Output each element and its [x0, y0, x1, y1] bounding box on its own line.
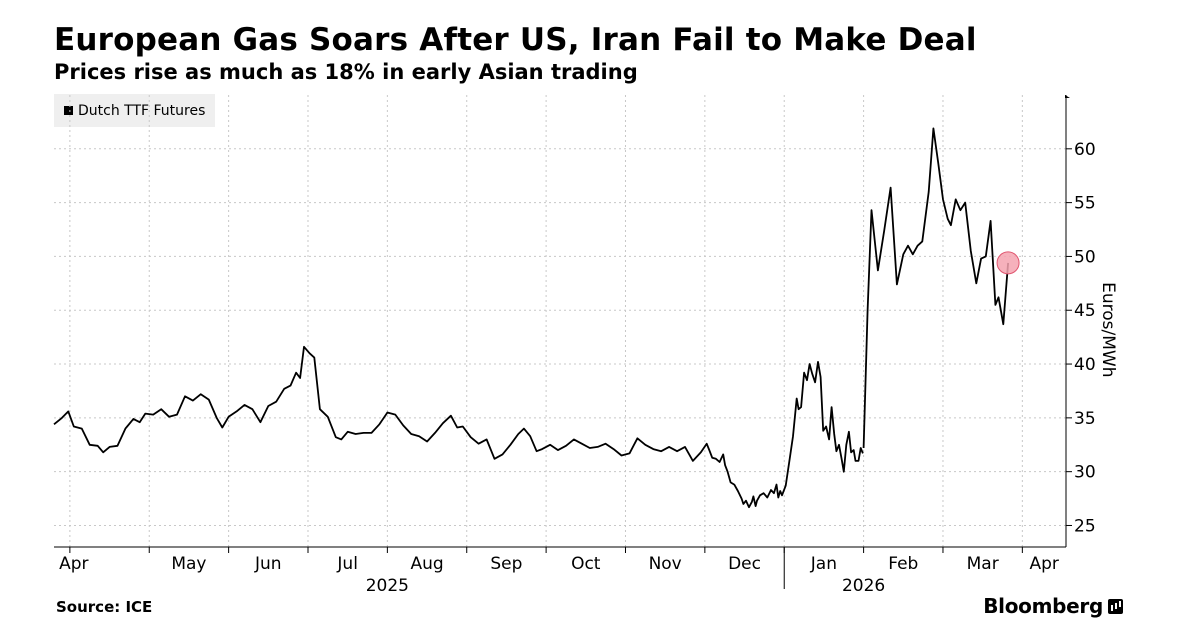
x-tick-label: Nov	[649, 554, 682, 574]
legend: Dutch TTF Futures	[54, 94, 216, 127]
y-tick-label: 40	[1074, 355, 1096, 375]
y-tick-label: 45	[1074, 301, 1096, 321]
annotations	[996, 251, 1020, 275]
y-tick-label: 60	[1074, 140, 1096, 160]
chart-title: European Gas Soars After US, Iran Fail t…	[54, 22, 977, 58]
x-tick-label: Mar	[967, 554, 999, 574]
brand: Bloomberg	[983, 594, 1123, 618]
bloomberg-logo-icon	[1108, 598, 1123, 614]
y-axis-arrow	[1065, 95, 1070, 98]
x-tick-label: Feb	[888, 554, 918, 574]
y-tick-label: 25	[1074, 516, 1096, 536]
x-tick-label: Dec	[728, 554, 761, 574]
x-tick-label: Apr	[59, 554, 88, 574]
legend-swatch	[64, 106, 73, 115]
x-year-label: 2026	[842, 576, 885, 596]
latest-price-marker	[996, 251, 1020, 275]
series-line-dutch-ttf	[53, 345, 864, 509]
series-lines	[53, 127, 1009, 509]
source-note: Source: ICE	[56, 598, 153, 616]
y-tick-label: 55	[1074, 194, 1096, 214]
brand-name: Bloomberg	[983, 594, 1103, 618]
series-line-dutch-ttf-2026	[862, 127, 1009, 449]
y-tick-label: 35	[1074, 409, 1096, 429]
x-tick-label: Oct	[571, 554, 601, 574]
y-tick-label: 50	[1074, 247, 1096, 267]
x-tick-label: Sep	[490, 554, 522, 574]
x-tick-label: Jan	[810, 554, 837, 574]
x-tick-label: Aug	[410, 554, 443, 574]
x-tick-label: Jun	[254, 554, 282, 574]
legend-label: Dutch TTF Futures	[78, 102, 206, 119]
x-axis: Apr May Jun Jul Aug Sep Oct Nov Dec Jan Feb Mar Apr 2…	[54, 546, 1066, 596]
chart-subtitle: Prices rise as much as 18% in early Asia…	[54, 60, 638, 84]
x-tick-label: Jul	[336, 554, 358, 574]
y-tick-label: 30	[1074, 463, 1096, 483]
gridlines	[54, 95, 1066, 547]
x-tick-label: Apr	[1029, 554, 1058, 574]
x-year-label: 2025	[366, 576, 409, 596]
y-axis: 25 30 35 40 45 50 55 60	[1065, 95, 1096, 547]
y-axis-label: Euros/MWh	[1098, 282, 1118, 377]
x-tick-label: May	[171, 554, 206, 574]
